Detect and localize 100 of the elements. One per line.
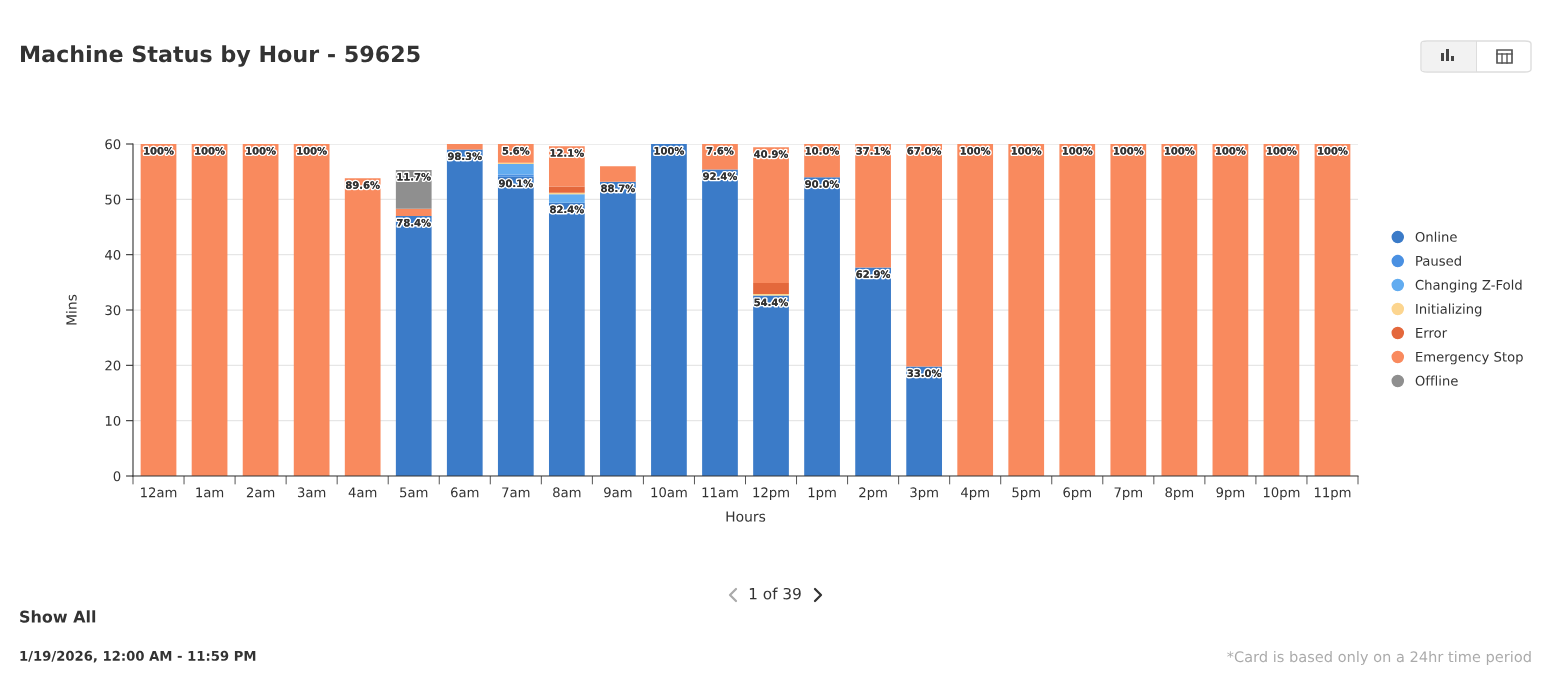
legend-label: Offline	[1415, 375, 1458, 386]
bar	[1212, 144, 1249, 476]
annotation: 62.9%	[856, 270, 891, 278]
annotation: 89.6%	[345, 181, 380, 189]
x-tick-label: 7am	[502, 487, 530, 498]
x-tick-label: 5pm	[1012, 487, 1040, 500]
bar	[1314, 144, 1351, 476]
bar	[702, 169, 738, 476]
y-axis-title: Mins	[65, 294, 77, 325]
bar	[446, 149, 483, 476]
x-tick-label: 12pm	[753, 487, 789, 500]
x-tick-label: 1am	[196, 487, 224, 498]
bar	[191, 144, 228, 476]
bar	[497, 163, 534, 175]
x-tick-label: 6pm	[1063, 487, 1091, 500]
annotation: 100%	[654, 146, 685, 155]
annotation: 100%	[1165, 146, 1195, 155]
annotation: 12.1%	[550, 149, 584, 157]
x-tick-label: 3pm	[910, 487, 938, 500]
y-tick-label: 30	[105, 305, 121, 316]
annotation: 88.7%	[601, 184, 635, 193]
x-tick-label: 4pm	[961, 487, 989, 500]
x-tick-label: 8pm	[1165, 487, 1194, 500]
bar	[957, 144, 994, 476]
annotation: 100%	[960, 146, 991, 155]
annotation: 67.0%	[907, 146, 942, 155]
bar	[1008, 144, 1045, 476]
x-tick-label: 1pm	[808, 487, 836, 500]
bar	[497, 176, 534, 476]
annotation: 100%	[1216, 146, 1246, 155]
annotation: 90.1%	[498, 179, 533, 188]
bar	[855, 267, 891, 476]
y-tick-label: 20	[105, 360, 121, 371]
annotation: 100%	[144, 146, 174, 155]
annotation: 92.4%	[703, 172, 738, 180]
annotation: 10.0%	[805, 146, 840, 155]
bar	[497, 174, 534, 177]
y-tick-label: 60	[105, 139, 121, 150]
bar	[804, 177, 840, 476]
annotation: 54.4%	[754, 298, 789, 307]
x-tick-label: 6am	[451, 487, 479, 498]
bar	[242, 144, 279, 476]
annotation: 37.1%	[856, 146, 891, 155]
legend-label: Initializing	[1416, 303, 1482, 317]
annotation: 78.4%	[397, 218, 431, 227]
legend-label: Emergency Stop	[1416, 351, 1523, 365]
bar	[293, 144, 330, 476]
bar	[600, 181, 636, 476]
annotation: 7.6%	[706, 146, 734, 155]
annotation: 100%	[297, 146, 327, 155]
bar	[548, 202, 585, 476]
x-tick-label: 9am	[604, 487, 632, 498]
bar	[600, 166, 636, 182]
annotation: 33.0%	[907, 369, 942, 377]
bar	[753, 282, 789, 294]
x-tick-label: 2am	[246, 487, 275, 498]
bar	[1161, 144, 1198, 476]
text: 1/19/2026, 12:00 AM - 11:59 PM	[20, 650, 256, 663]
bar	[1059, 144, 1096, 476]
bar	[395, 215, 432, 476]
x-tick-label: 10am	[651, 487, 687, 498]
annotation: 100%	[195, 146, 225, 155]
x-tick-label: 7pm	[1114, 487, 1142, 500]
bar	[344, 178, 381, 476]
bar	[548, 186, 585, 193]
bar	[753, 147, 789, 283]
x-axis-title: Hours	[726, 511, 766, 522]
legend-label: Changing Z-Fold	[1415, 279, 1522, 293]
x-tick-label: 8am	[553, 487, 581, 498]
bar	[1110, 144, 1147, 476]
bar	[395, 208, 432, 216]
y-tick-label: 50	[105, 194, 121, 205]
x-tick-label: 11am	[702, 487, 738, 498]
bar	[140, 144, 177, 476]
legend-label: Paused	[1416, 255, 1461, 266]
x-tick-label: 5am	[400, 487, 428, 498]
annotation: 98.3%	[447, 152, 482, 161]
x-tick-label: 9pm	[1216, 487, 1245, 500]
annotation: 82.4%	[550, 205, 584, 214]
bar	[855, 144, 891, 268]
bar	[753, 295, 789, 476]
annotation: 40.9%	[754, 150, 789, 158]
chart-title: Machine Status by Hour - 59625	[21, 45, 420, 67]
x-tick-label: 4am	[348, 487, 377, 498]
annotation: 100%	[1011, 146, 1042, 155]
text: 1 of 39	[749, 587, 801, 600]
y-tick-label: 0	[113, 471, 121, 482]
annotation: 100%	[1062, 146, 1093, 155]
x-tick-label: 3am	[297, 487, 326, 498]
annotation: 90.0%	[805, 180, 840, 188]
bar	[906, 144, 943, 367]
bar	[906, 366, 943, 476]
x-tick-label: 11pm	[1314, 487, 1351, 500]
annotation: 11.7%	[397, 172, 431, 181]
annotation: 100%	[246, 146, 276, 155]
legend-label: Online	[1415, 231, 1457, 242]
bar	[446, 144, 483, 150]
x-tick-label: 2pm	[859, 487, 887, 500]
annotation: 5.6%	[502, 146, 530, 155]
annotation: 100%	[1113, 146, 1144, 155]
